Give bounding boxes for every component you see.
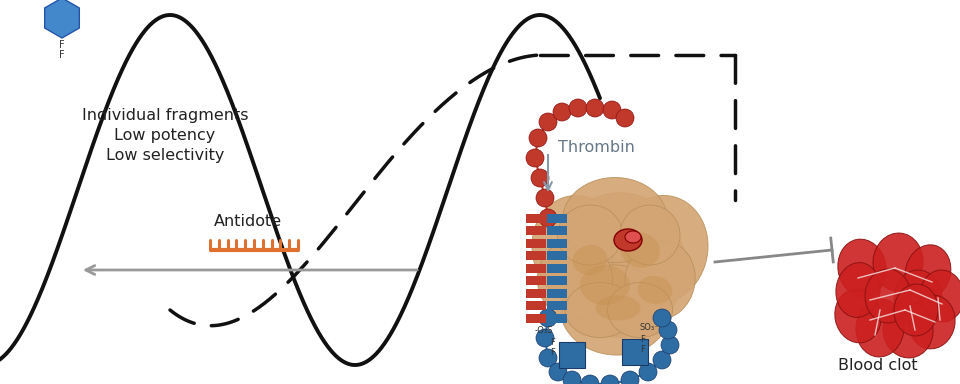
Ellipse shape	[625, 240, 695, 320]
Ellipse shape	[608, 283, 673, 338]
Ellipse shape	[560, 265, 670, 355]
Circle shape	[653, 351, 671, 369]
Text: F: F	[640, 335, 645, 344]
Bar	[547, 288, 567, 298]
Text: SO₃⁻: SO₃⁻	[640, 323, 660, 332]
Bar	[526, 301, 546, 310]
Circle shape	[616, 109, 634, 127]
Circle shape	[539, 349, 557, 367]
Bar	[526, 214, 546, 222]
Ellipse shape	[865, 269, 911, 323]
Circle shape	[603, 101, 621, 119]
Text: F: F	[550, 348, 555, 357]
Ellipse shape	[835, 289, 881, 343]
Circle shape	[653, 309, 671, 327]
Circle shape	[529, 129, 547, 147]
Bar	[526, 276, 546, 285]
Text: Blood clot: Blood clot	[838, 358, 918, 373]
Bar	[526, 226, 546, 235]
Ellipse shape	[612, 195, 708, 305]
Ellipse shape	[532, 195, 628, 305]
Circle shape	[531, 169, 549, 187]
Ellipse shape	[894, 284, 938, 336]
Bar	[547, 251, 567, 260]
Ellipse shape	[595, 296, 640, 321]
Ellipse shape	[563, 177, 667, 263]
Bar	[526, 313, 546, 323]
Circle shape	[536, 329, 554, 347]
Circle shape	[581, 375, 599, 384]
Bar	[547, 238, 567, 248]
Circle shape	[601, 375, 619, 384]
Circle shape	[539, 113, 557, 131]
Circle shape	[536, 189, 554, 207]
Circle shape	[621, 371, 639, 384]
Circle shape	[563, 371, 581, 384]
Bar	[526, 238, 546, 248]
Bar	[547, 226, 567, 235]
Ellipse shape	[580, 265, 630, 305]
Bar	[547, 276, 567, 285]
Text: -O₃S: -O₃S	[535, 326, 553, 335]
Bar	[526, 263, 546, 273]
Bar	[547, 313, 567, 323]
Text: F: F	[60, 50, 65, 60]
Text: Low selectivity: Low selectivity	[106, 148, 225, 163]
Bar	[526, 251, 546, 260]
Circle shape	[549, 363, 567, 381]
Circle shape	[586, 99, 604, 117]
Circle shape	[539, 309, 557, 327]
Ellipse shape	[856, 299, 904, 357]
Ellipse shape	[572, 245, 608, 275]
Ellipse shape	[873, 233, 923, 291]
Circle shape	[569, 99, 587, 117]
Ellipse shape	[620, 205, 680, 265]
Ellipse shape	[538, 240, 612, 320]
Ellipse shape	[894, 270, 942, 326]
Ellipse shape	[905, 245, 950, 299]
Ellipse shape	[836, 263, 880, 318]
Ellipse shape	[625, 231, 641, 243]
Bar	[526, 288, 546, 298]
Text: F: F	[550, 338, 555, 347]
Text: F: F	[60, 40, 65, 50]
Circle shape	[661, 336, 679, 354]
Ellipse shape	[558, 205, 622, 265]
Circle shape	[539, 209, 557, 227]
Bar	[547, 301, 567, 310]
Ellipse shape	[614, 229, 642, 251]
Ellipse shape	[920, 270, 960, 322]
Ellipse shape	[620, 232, 660, 268]
Circle shape	[526, 149, 544, 167]
Ellipse shape	[883, 302, 933, 358]
Text: Thrombin: Thrombin	[558, 141, 635, 156]
Ellipse shape	[565, 283, 635, 338]
Bar	[547, 214, 567, 222]
Ellipse shape	[637, 276, 672, 304]
Ellipse shape	[555, 192, 685, 338]
Text: Low potency: Low potency	[114, 128, 216, 143]
Text: Individual fragments: Individual fragments	[82, 108, 249, 123]
Ellipse shape	[909, 295, 955, 349]
Circle shape	[639, 363, 657, 381]
Circle shape	[553, 103, 571, 121]
Ellipse shape	[838, 239, 886, 297]
Circle shape	[659, 321, 677, 339]
Bar	[547, 263, 567, 273]
Text: F: F	[640, 345, 645, 354]
Text: Antidote: Antidote	[214, 215, 282, 230]
